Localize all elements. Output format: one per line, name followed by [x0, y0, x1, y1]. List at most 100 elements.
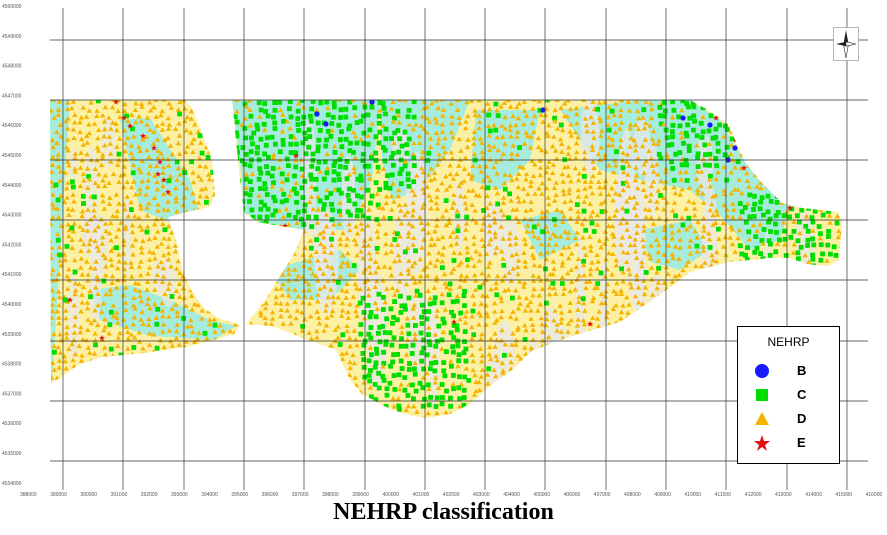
- site-point-d: [558, 320, 564, 325]
- site-point-c: [284, 177, 290, 183]
- site-point-d: [626, 302, 632, 307]
- site-point-d: [589, 298, 596, 304]
- site-point-d: [478, 417, 484, 418]
- site-point-d: [687, 244, 693, 249]
- site-point-d: [316, 320, 323, 326]
- site-point-c: [797, 195, 803, 200]
- site-point-d: [538, 147, 545, 153]
- site-point-d: [650, 292, 656, 297]
- site-point-d: [701, 224, 707, 229]
- site-point-c: [248, 149, 254, 154]
- site-point-d: [232, 321, 239, 327]
- site-point-d: [655, 324, 661, 330]
- site-point-d: [700, 372, 706, 377]
- site-point-c: [817, 201, 822, 206]
- site-point-d: [484, 293, 490, 299]
- site-point-d: [64, 106, 71, 112]
- site-point-d: [251, 306, 257, 311]
- site-point-d: [307, 265, 313, 271]
- site-point-d: [328, 343, 334, 348]
- site-point-d: [451, 250, 457, 255]
- site-point-d: [151, 173, 158, 178]
- site-point-d: [317, 403, 323, 408]
- site-point-d: [308, 295, 314, 300]
- site-point-d: [539, 191, 545, 196]
- site-point-d: [776, 173, 782, 179]
- site-point-c: [302, 178, 308, 184]
- site-point-d: [781, 115, 787, 121]
- site-point-d: [470, 188, 476, 193]
- site-point-d: [310, 206, 316, 212]
- site-point-d: [202, 382, 209, 388]
- site-point-d: [508, 133, 514, 139]
- site-point-d: [132, 414, 138, 418]
- site-point-d: [540, 119, 546, 124]
- site-point-d: [640, 179, 646, 185]
- site-point-d: [440, 144, 447, 150]
- site-point-d: [591, 387, 597, 392]
- site-point-d: [174, 328, 180, 334]
- site-point-d: [144, 287, 150, 292]
- site-point-d: [391, 140, 397, 146]
- site-point-d: [372, 300, 379, 306]
- site-point-d: [273, 250, 279, 255]
- site-point-d: [812, 197, 818, 203]
- site-point-d: [122, 368, 129, 373]
- site-point-c: [465, 257, 470, 263]
- site-point-d: [183, 257, 189, 263]
- site-point-d: [80, 142, 87, 147]
- site-point-d: [835, 206, 842, 211]
- site-point-d: [676, 272, 682, 278]
- site-point-d: [575, 209, 581, 214]
- site-point-d: [590, 129, 596, 134]
- site-point-d: [213, 111, 219, 117]
- site-point-d: [102, 316, 108, 322]
- site-point-c: [598, 270, 604, 276]
- site-point-c: [707, 162, 712, 168]
- site-point-d: [153, 419, 158, 424]
- site-point-d: [209, 105, 215, 111]
- site-point-d: [249, 224, 255, 229]
- soil-zone-grey: [794, 211, 815, 271]
- site-point-d: [277, 387, 284, 393]
- site-point-d: [344, 323, 350, 328]
- site-point-d: [352, 336, 359, 342]
- site-point-d: [144, 115, 151, 120]
- site-point-d: [94, 244, 100, 249]
- site-point-c: [360, 213, 366, 219]
- site-point-d: [634, 200, 640, 206]
- site-point-d: [132, 107, 139, 112]
- site-point-d: [50, 169, 55, 174]
- site-point-d: [325, 105, 331, 110]
- site-point-d: [218, 187, 225, 193]
- site-point-d: [180, 273, 186, 279]
- site-point-d: [458, 260, 464, 265]
- site-point-d: [123, 387, 129, 393]
- site-point-d: [610, 353, 617, 358]
- site-point-d: [332, 415, 338, 418]
- site-point-d: [262, 252, 269, 257]
- site-point-d: [695, 219, 701, 225]
- site-point-c: [299, 216, 304, 222]
- site-point-d: [801, 309, 808, 314]
- y-tick-label: 4545000: [2, 153, 22, 159]
- site-point-d: [588, 243, 594, 249]
- site-point-c: [272, 100, 278, 105]
- site-point-d: [744, 170, 750, 176]
- site-point-d: [427, 144, 434, 150]
- x-tick-label: 391000: [111, 492, 128, 498]
- site-point-d: [246, 100, 253, 103]
- site-point-d: [827, 306, 833, 312]
- site-point-d: [574, 350, 581, 356]
- site-point-d: [516, 199, 522, 204]
- site-point-d: [144, 147, 150, 153]
- site-point-d: [559, 263, 565, 268]
- site-point-d: [575, 365, 581, 370]
- site-point-d: [213, 234, 219, 239]
- site-point-d: [440, 329, 446, 334]
- site-point-d: [226, 278, 232, 284]
- site-point-d: [195, 229, 202, 234]
- site-point-d: [160, 381, 166, 386]
- site-point-d: [57, 168, 64, 174]
- site-point-c: [255, 126, 260, 132]
